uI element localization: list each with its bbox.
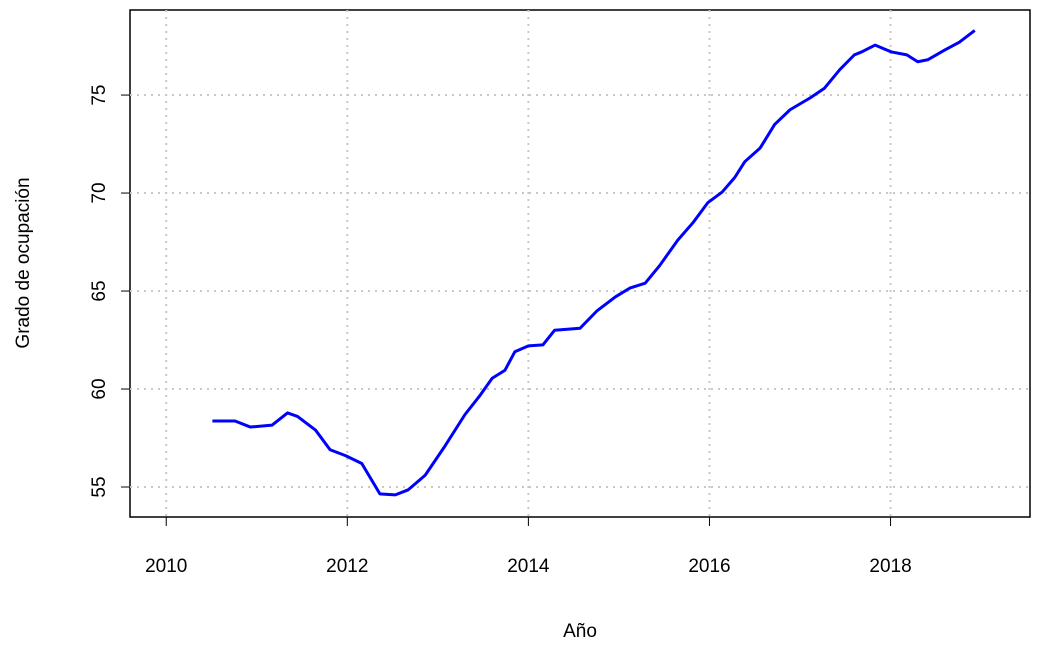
x-tick-label: 2016 [688,556,730,577]
y-tick-label: 60 [89,378,110,399]
y-tick-label: 55 [89,476,110,497]
x-tick-label: 2014 [507,556,550,577]
y-axis-label: Grado de ocupación [13,177,34,348]
y-tick-label: 70 [89,182,110,203]
y-tick-label: 65 [89,280,110,301]
x-tick-label: 2010 [145,556,187,577]
x-axis-label: Año [563,621,597,642]
x-tick-label: 2012 [326,556,368,577]
data-line [212,29,976,497]
y-tick-label: 75 [89,84,110,105]
plot-frame [129,9,1031,518]
x-tick-label: 2018 [869,556,911,577]
